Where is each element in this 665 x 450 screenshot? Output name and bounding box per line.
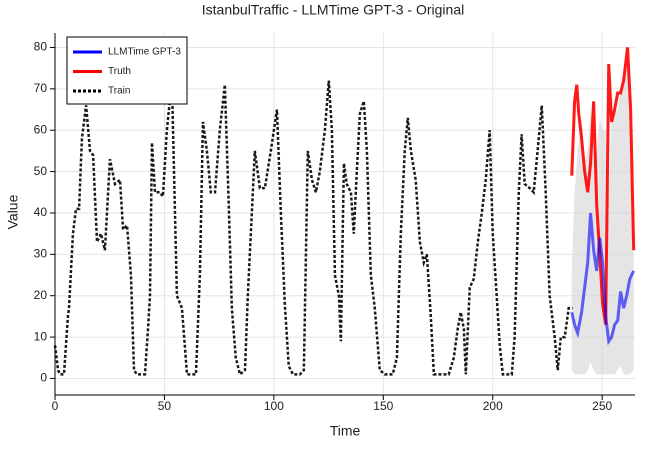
x-tick-label: 200 (483, 399, 503, 413)
x-tick-label: 250 (592, 399, 612, 413)
legend-label: LLMTime GPT-3 (108, 47, 181, 58)
interval-band (571, 68, 634, 375)
y-axis-label: Value (5, 194, 21, 229)
y-tick-label: 10 (34, 329, 48, 343)
legend-label: Train (108, 86, 130, 97)
series-line (53, 80, 573, 377)
y-tick-label: 30 (34, 247, 48, 261)
series-line (570, 212, 636, 346)
legend: LLMTime GPT-3 Truth Train (66, 36, 188, 105)
y-tick-label: 70 (34, 81, 48, 95)
x-tick-label: 100 (264, 399, 284, 413)
y-tick-label: 80 (34, 40, 48, 54)
y-tick-label: 50 (34, 164, 48, 178)
x-tick-label: 150 (373, 399, 393, 413)
y-tick-label: 40 (34, 205, 48, 219)
y-tick-label: 60 (34, 122, 48, 136)
y-tick-label: 20 (34, 288, 48, 302)
x-axis-label: Time (330, 423, 361, 439)
chart-title: IstanbulTraffic - LLMTime GPT-3 - Origin… (202, 2, 464, 18)
x-tick-label: 0 (52, 399, 59, 413)
series-line (570, 47, 636, 325)
y-tick-label: 0 (40, 371, 47, 385)
legend-label: Truth (108, 66, 131, 77)
x-tick-label: 50 (158, 399, 172, 413)
